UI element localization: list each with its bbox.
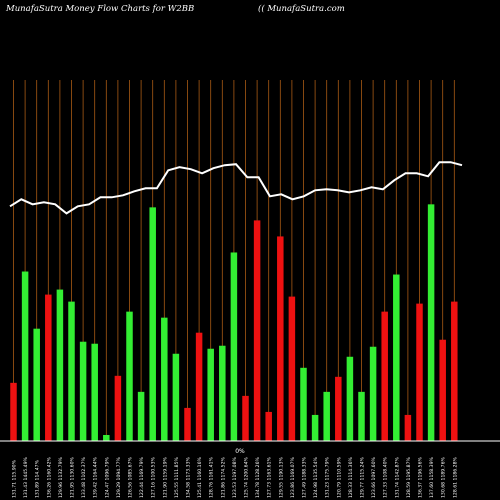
money-flow-bar <box>265 411 272 441</box>
x-tick-label: 120.79 1110.59% <box>336 456 342 498</box>
center-label: 0% <box>235 448 245 455</box>
money-flow-bar <box>253 220 261 441</box>
x-tick-label: 137.60 1158.39% <box>429 456 435 498</box>
x-tick-label: 139.42 1164.44% <box>93 456 99 498</box>
money-flow-bar <box>114 375 122 441</box>
money-flow-bar <box>369 346 377 441</box>
x-tick-label: 128.33 1114.36% <box>348 456 354 498</box>
x-tick-label: 131.74 1142.87% <box>394 456 400 498</box>
money-flow-bar <box>149 207 156 441</box>
x-tick-label: 123.86 1169.07% <box>290 456 296 498</box>
x-tick-label: 125.74 1200.64% <box>244 456 250 498</box>
money-flow-bar <box>311 414 319 441</box>
x-tick-label: 124.98 1135.54% <box>313 456 319 498</box>
money-flow-bar <box>68 301 75 441</box>
money-flow-bar <box>416 303 423 441</box>
x-tick-label: 121.90 1159.19% <box>162 456 168 498</box>
x-tick-label: 127.49 1188.33% <box>302 456 308 498</box>
money-flow-bar <box>79 341 87 441</box>
x-tick-label: 126.56 1085.67% <box>128 456 134 498</box>
x-tick-label: 128.76 1161.41% <box>209 456 215 498</box>
money-flow-bar <box>184 407 191 441</box>
x-tick-label: 129.96 1132.79% <box>58 456 64 498</box>
money-flow-bar <box>404 414 412 441</box>
chart-title: MunafaSutra Money Flow Charts for W2BB <box>6 4 195 14</box>
money-flow-bar <box>195 332 203 441</box>
x-tick-label: 134.58 1173.33% <box>186 456 192 498</box>
x-tick-label: 125.41 1160.16% <box>197 456 203 498</box>
money-flow-bar <box>126 311 133 441</box>
x-tick-label: 131.43 1445.49% <box>23 456 29 498</box>
money-flow-bar <box>277 236 284 441</box>
money-flow-bar <box>207 348 214 441</box>
money-flow-bar <box>103 434 110 441</box>
x-tick-label: 125.55 1111.85% <box>174 456 180 498</box>
x-tick-label: 129.77 1115.24% <box>360 456 366 498</box>
bar-series <box>10 204 458 441</box>
money-flow-bar <box>439 339 446 441</box>
money-flow-bar <box>393 274 400 441</box>
money-flow-bar <box>33 328 40 441</box>
money-flow-bar <box>242 395 249 441</box>
x-tick-label: 129.29 1094.77% <box>116 456 122 498</box>
money-flow-line <box>9 161 463 215</box>
x-tick-label: 136.37 1196.56% <box>418 456 424 498</box>
x-tick-label: 123.66 1097.60% <box>371 456 377 498</box>
money-flow-bar <box>381 311 388 441</box>
x-tick-label: 130.68 1189.76% <box>441 456 447 498</box>
x-tick-label: 127.33 1108.40% <box>383 456 389 498</box>
money-flow-bar <box>451 301 458 441</box>
money-flow-bar <box>172 353 180 441</box>
x-tick-label: 131.89 114.47% <box>35 459 41 498</box>
x-tick-label: 122.44 1169.79% <box>139 456 145 498</box>
money-flow-bar <box>137 391 145 441</box>
money-flow-bar <box>230 252 238 441</box>
x-tick-label: 127.16 1100.53% <box>151 456 157 498</box>
x-tick-label: 131.71 115.90% <box>12 459 18 498</box>
x-tick-label: 133.48 1102.37% <box>81 456 87 498</box>
x-tick-label: 131.23 1175.79% <box>325 456 331 498</box>
x-tick-label: 128.61 1186.28% <box>452 456 458 498</box>
x-tick-label: 134.78 1128.26% <box>255 456 261 498</box>
source-label: (( MunafaSutra.com <box>258 4 345 14</box>
money-flow-bar <box>358 391 365 441</box>
x-tick-label: 123.53 1197.08% <box>232 456 238 498</box>
money-flow-bar <box>346 356 354 441</box>
money-flow-bar <box>91 343 98 441</box>
money-flow-bar <box>335 376 342 441</box>
money-flow-bar <box>10 382 17 441</box>
x-tick-labels: 131.71 115.90% 131.43 1445.49% 131.89 114.… <box>12 456 459 498</box>
x-tick-label: 128.59 1195.87% <box>406 456 412 498</box>
x-tick-label: 129.55 1190.13% <box>278 456 284 498</box>
x-tick-label: 124.47 1096.79% <box>104 456 110 498</box>
money-flow-bar <box>219 345 226 441</box>
x-tick-label: 127.73 1163.61% <box>267 456 273 498</box>
x-tick-label: 121.95 1130.60% <box>70 456 76 498</box>
money-flow-bar <box>56 289 64 441</box>
money-flow-bar <box>427 204 435 441</box>
money-flow-bar <box>323 391 330 441</box>
money-flow-bar <box>45 294 52 441</box>
x-tick-label: 136.26 1160.42% <box>46 456 52 498</box>
money-flow-bar <box>21 271 29 441</box>
x-tick-label: 121.86 1174.52% <box>220 456 226 498</box>
money-flow-bar <box>288 296 296 441</box>
money-flow-bar <box>300 367 307 441</box>
money-flow-bar <box>161 317 168 441</box>
